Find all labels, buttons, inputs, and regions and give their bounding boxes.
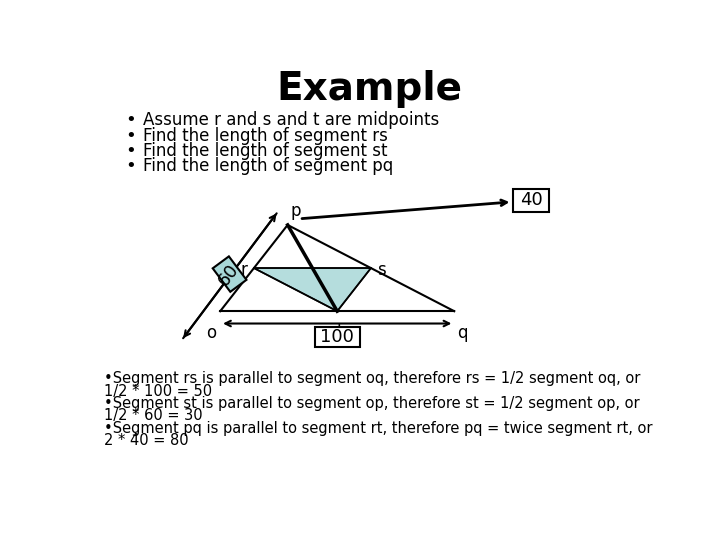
Text: t: t [336,322,343,340]
Text: 2 * 40 = 80: 2 * 40 = 80 [104,433,189,448]
Text: 100: 100 [320,328,354,346]
Text: Find the length of segment st: Find the length of segment st [143,142,387,160]
Text: q: q [457,323,468,341]
FancyBboxPatch shape [315,327,360,347]
Text: •: • [125,127,135,145]
Text: o: o [206,323,216,341]
Text: •Segment rs is parallel to segment oq, therefore rs = 1/2 segment oq, or: •Segment rs is parallel to segment oq, t… [104,372,640,386]
Text: 1/2 * 60 = 30: 1/2 * 60 = 30 [104,408,202,423]
Text: •Segment st is parallel to segment op, therefore st = 1/2 segment op, or: •Segment st is parallel to segment op, t… [104,396,639,411]
Text: p: p [291,202,301,220]
Text: •: • [125,142,135,160]
Text: 60: 60 [215,261,243,289]
Text: Find the length of segment rs: Find the length of segment rs [143,127,387,145]
Text: Example: Example [276,70,462,109]
Text: s: s [377,261,386,279]
Text: 1/2 * 100 = 50: 1/2 * 100 = 50 [104,383,212,399]
Text: •: • [125,158,135,176]
Text: Assume r and s and t are midpoints: Assume r and s and t are midpoints [143,111,439,129]
Text: 40: 40 [520,191,542,210]
FancyBboxPatch shape [212,256,246,292]
FancyBboxPatch shape [513,189,549,212]
Text: •: • [125,111,135,129]
Text: r: r [240,261,248,279]
Text: Find the length of segment pq: Find the length of segment pq [143,158,393,176]
Polygon shape [254,268,371,311]
Text: •Segment pq is parallel to segment rt, therefore pq = twice segment rt, or: •Segment pq is parallel to segment rt, t… [104,421,652,436]
